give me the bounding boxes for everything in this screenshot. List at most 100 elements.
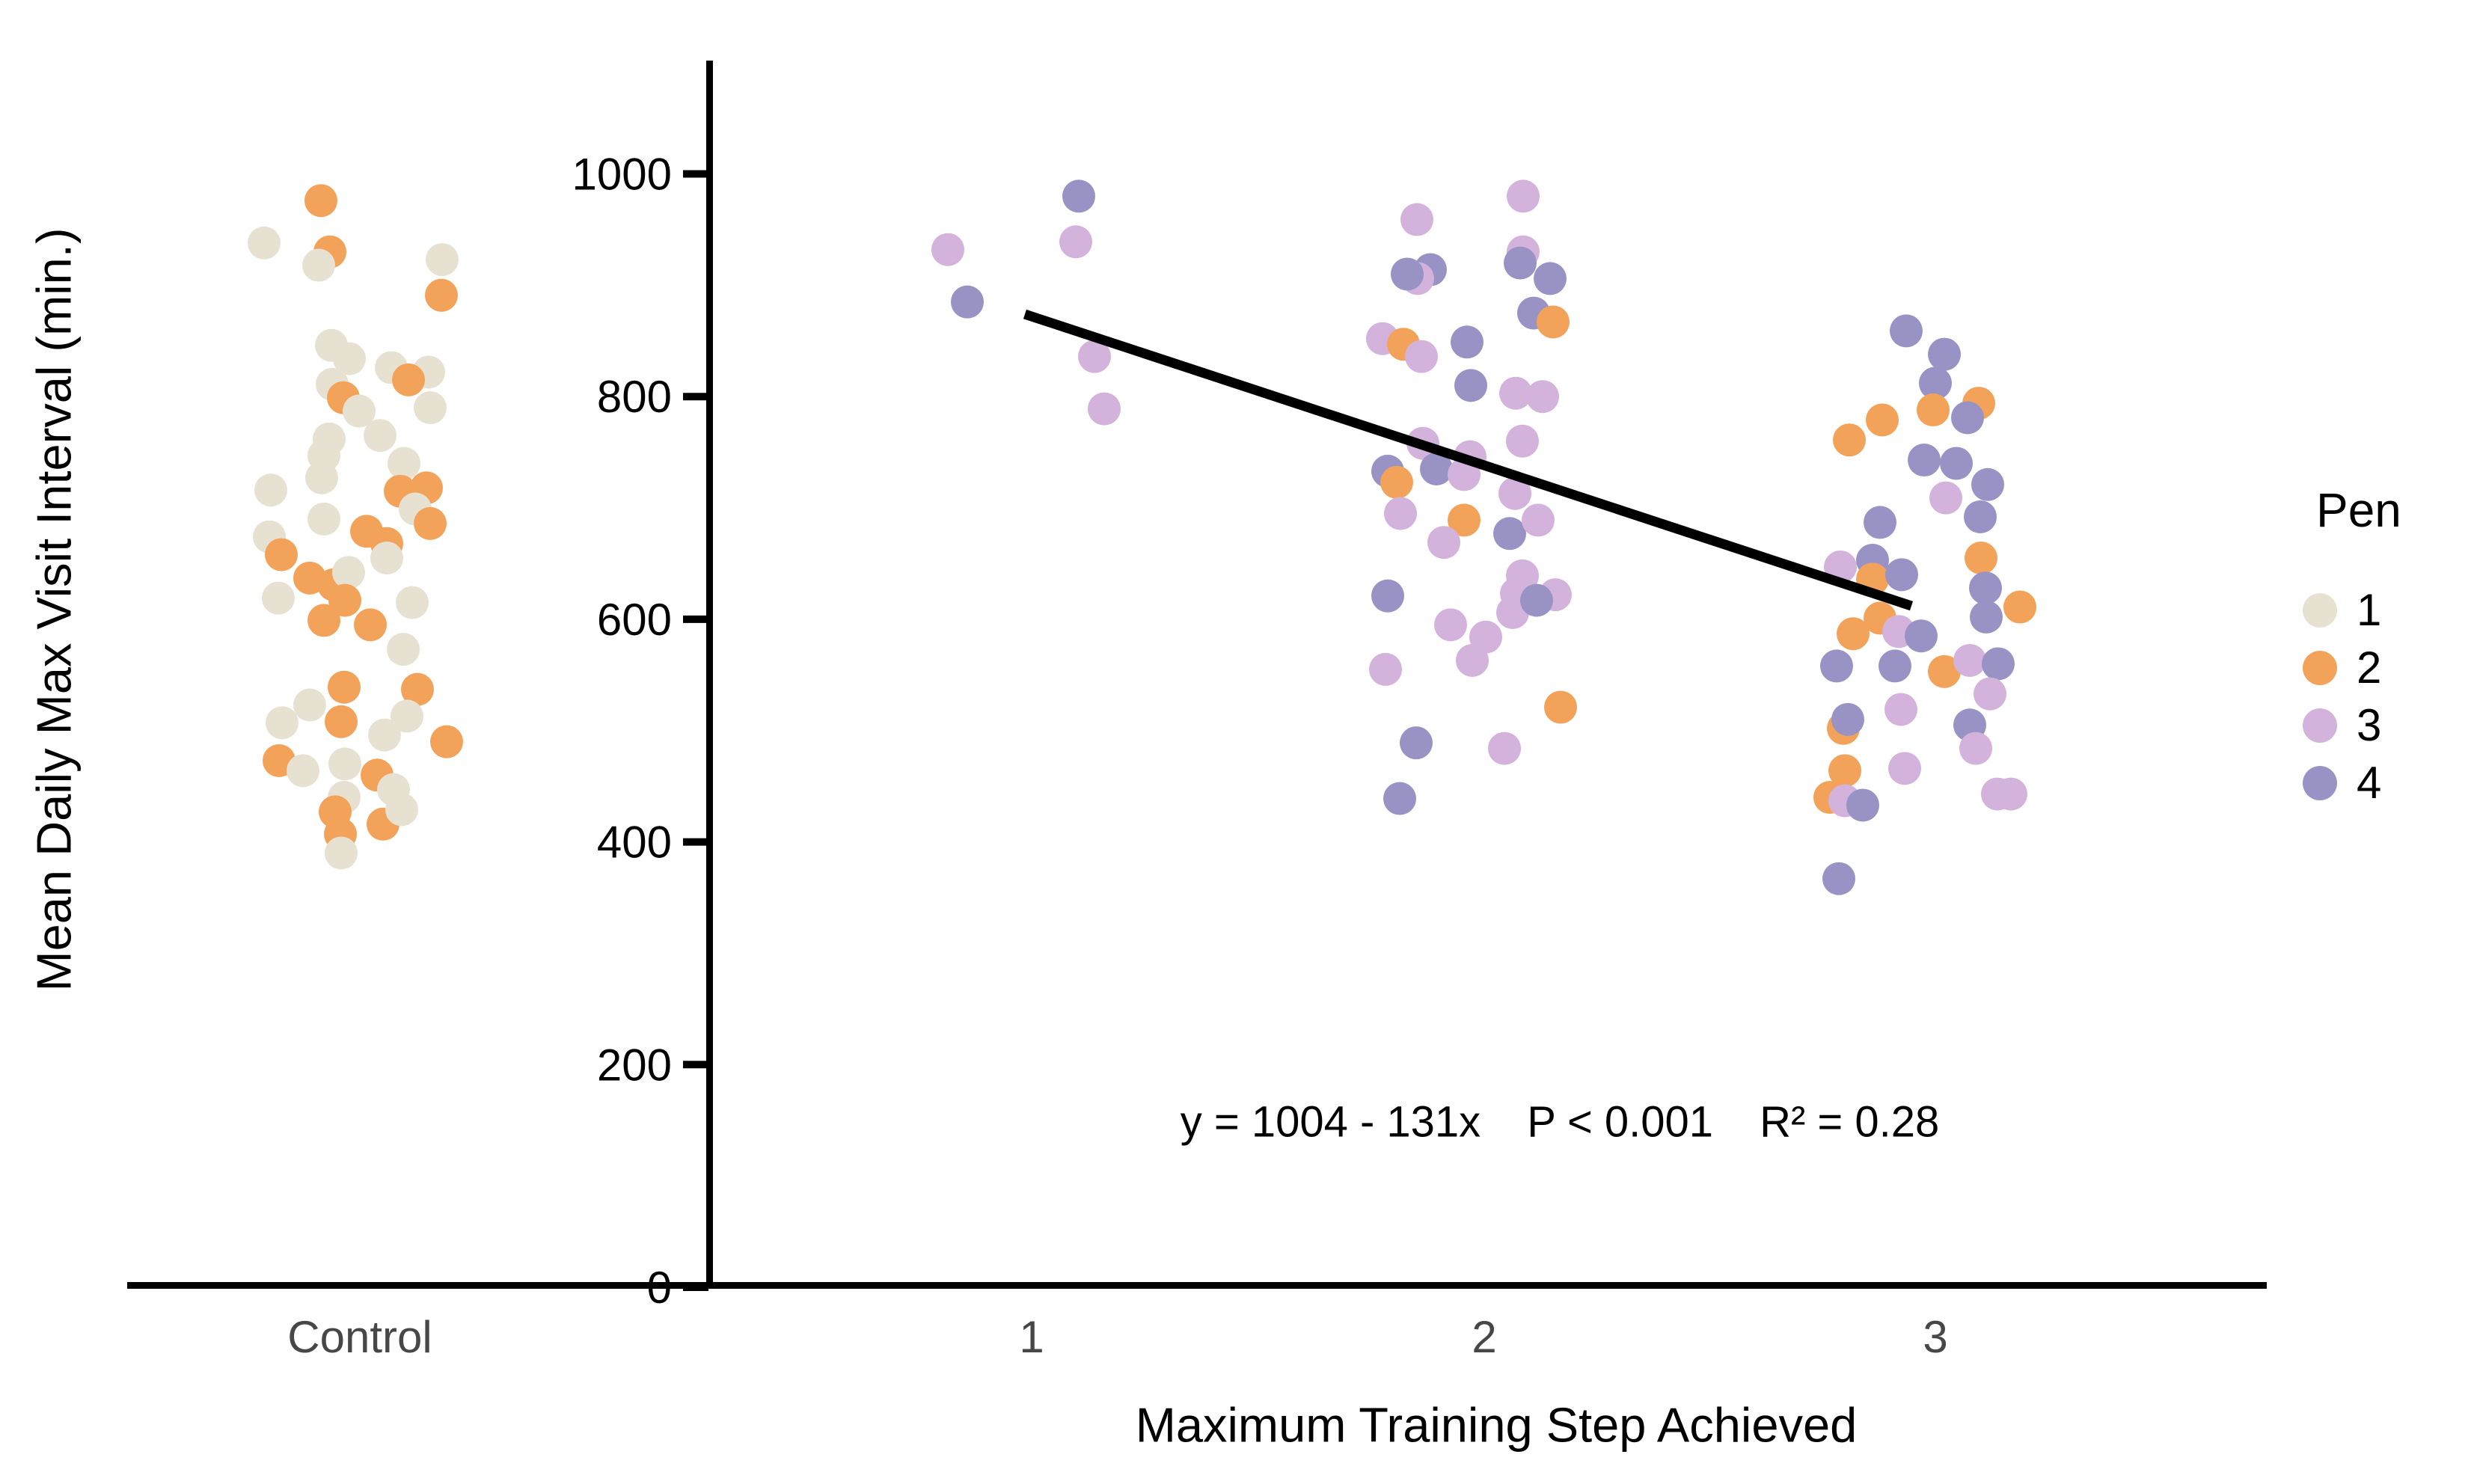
data-point xyxy=(254,473,287,507)
legend-entry-label: 2 xyxy=(2357,642,2382,693)
data-point xyxy=(328,670,361,704)
data-point xyxy=(1888,752,1921,785)
data-point xyxy=(1959,732,1992,765)
data-point xyxy=(1434,608,1467,642)
data-point xyxy=(1820,649,1853,683)
data-point xyxy=(1940,447,1973,480)
data-point xyxy=(332,556,365,589)
legend-key-dot xyxy=(2303,592,2337,628)
data-point xyxy=(1971,467,2004,501)
y-tick-label: 600 xyxy=(597,595,672,645)
data-point xyxy=(1504,246,1537,280)
data-point xyxy=(1969,571,2002,605)
data-point xyxy=(1964,500,1997,533)
legend-entry-label: 3 xyxy=(2357,699,2382,750)
data-point xyxy=(1908,444,1941,477)
data-point xyxy=(1448,503,1481,537)
data-point xyxy=(1499,376,1532,410)
data-point xyxy=(1879,649,1911,683)
x-tick-label: 3 xyxy=(1923,1312,1947,1362)
data-point xyxy=(1994,777,2027,811)
data-point xyxy=(1526,380,1559,414)
data-point xyxy=(368,718,401,752)
data-point xyxy=(951,285,984,319)
y-tick-label: 200 xyxy=(597,1040,672,1090)
data-point xyxy=(1919,367,1952,400)
data-point xyxy=(1498,476,1531,510)
data-point xyxy=(414,391,447,425)
legend-entry: 1 xyxy=(2303,581,2401,639)
data-point xyxy=(1866,403,1899,437)
data-point xyxy=(1544,690,1577,724)
data-point xyxy=(1822,862,1855,895)
annotation-pvalue: P < 0.001 xyxy=(1527,1097,1714,1147)
data-point xyxy=(1059,225,1092,259)
y-tick-label: 400 xyxy=(597,818,672,868)
legend-title: Pen xyxy=(2316,483,2401,537)
data-point xyxy=(388,447,420,480)
data-point xyxy=(333,342,366,375)
y-axis-title: Mean Daily Max Visit Interval (min.) xyxy=(26,227,82,992)
data-point xyxy=(1427,526,1460,559)
data-point xyxy=(293,688,326,722)
data-point xyxy=(1369,652,1402,686)
data-point xyxy=(1917,393,1950,427)
data-point xyxy=(305,461,338,494)
data-point xyxy=(1846,788,1879,822)
data-point xyxy=(1454,369,1487,402)
data-point xyxy=(426,243,459,277)
data-point xyxy=(1884,693,1917,726)
data-point xyxy=(1380,465,1413,499)
data-point xyxy=(328,583,361,617)
data-point xyxy=(430,725,463,758)
x-tick-label: Control xyxy=(287,1312,432,1362)
legend-key-dot xyxy=(2303,765,2337,800)
data-point xyxy=(262,581,295,615)
data-point xyxy=(1970,600,2003,634)
data-point xyxy=(1506,424,1539,458)
annotation-equation: y = 1004 - 131x xyxy=(1180,1097,1481,1147)
data-point xyxy=(1371,579,1404,613)
data-point xyxy=(1885,558,1918,592)
data-point xyxy=(1522,503,1555,537)
y-tick-label: 0 xyxy=(647,1263,672,1313)
data-point xyxy=(304,184,337,218)
data-point xyxy=(401,672,434,706)
data-point xyxy=(287,754,319,788)
legend-entry: 3 xyxy=(2303,696,2401,754)
data-point xyxy=(1905,619,1938,653)
legend-entry: 2 xyxy=(2303,639,2401,696)
data-point xyxy=(1520,583,1553,617)
data-point xyxy=(1951,401,1984,435)
data-point xyxy=(1928,337,1961,371)
x-axis-title: Maximum Training Step Achieved xyxy=(1135,1397,1858,1453)
data-point xyxy=(1982,647,2015,681)
data-point xyxy=(1384,497,1417,530)
data-point xyxy=(1965,542,1997,575)
data-point xyxy=(1537,305,1570,339)
data-point xyxy=(265,538,298,571)
data-point xyxy=(1534,262,1567,295)
data-point xyxy=(1974,677,2006,711)
data-point xyxy=(1088,392,1121,426)
data-point xyxy=(325,836,358,870)
x-tick-label: 1 xyxy=(1019,1312,1044,1362)
data-point xyxy=(1833,423,1866,457)
data-point xyxy=(414,506,447,540)
y-tick-label: 800 xyxy=(597,372,672,422)
data-point xyxy=(1488,732,1521,765)
data-point xyxy=(364,419,396,453)
data-point xyxy=(1400,203,1433,236)
data-point xyxy=(1405,340,1438,373)
data-point xyxy=(1400,726,1433,760)
data-point xyxy=(387,633,420,666)
data-point xyxy=(1383,782,1416,815)
y-tick-label: 1000 xyxy=(572,150,672,200)
data-point xyxy=(1420,452,1453,485)
data-point xyxy=(1507,180,1540,213)
data-point xyxy=(307,502,340,536)
data-point xyxy=(1828,754,1861,788)
legend-key-dot xyxy=(2303,650,2337,685)
